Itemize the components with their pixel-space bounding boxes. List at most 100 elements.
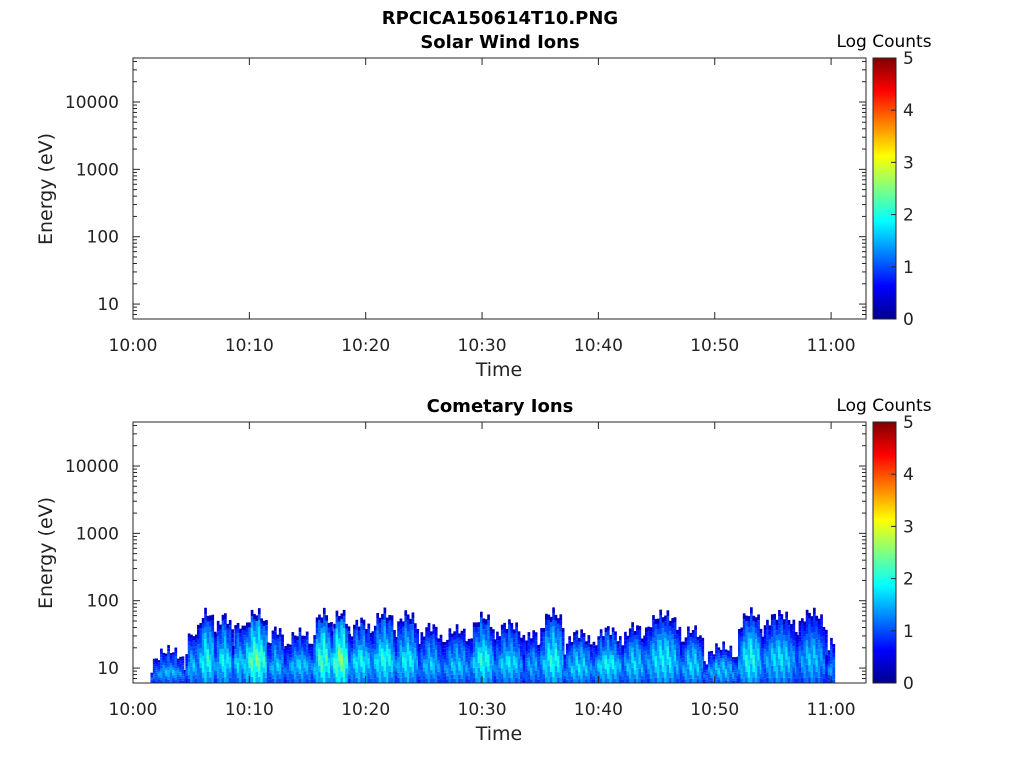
heatmap-cell xyxy=(320,672,324,678)
heatmap-cell xyxy=(305,678,309,683)
heatmap-cell xyxy=(559,660,563,666)
heatmap-cell xyxy=(554,654,558,661)
heatmap-cell xyxy=(534,653,538,658)
heatmap-cell xyxy=(239,642,242,647)
heatmap-cell xyxy=(609,646,613,651)
heatmap-cell xyxy=(568,679,571,683)
heatmap-cell xyxy=(676,669,679,675)
heatmap-cell xyxy=(644,641,648,646)
heatmap-cell xyxy=(453,639,457,645)
heatmap-cell xyxy=(385,628,389,634)
heatmap-cell xyxy=(221,671,225,678)
colorbar-label: Log Counts xyxy=(836,32,931,52)
heatmap-cell xyxy=(201,628,205,635)
heatmap-cell xyxy=(621,648,625,652)
heatmap-cell xyxy=(248,632,252,638)
heatmap-cell xyxy=(373,678,377,683)
heatmap-cell xyxy=(418,676,421,680)
heatmap-cell xyxy=(691,674,695,679)
heatmap-cell xyxy=(703,666,706,669)
heatmap-cell xyxy=(443,662,447,666)
heatmap-cell xyxy=(782,667,786,673)
heatmap-cell xyxy=(512,665,516,670)
heatmap-cell xyxy=(719,674,723,678)
heatmap-cell xyxy=(628,642,632,647)
heatmap-cell xyxy=(498,671,502,676)
heatmap-cell xyxy=(580,638,583,643)
heatmap-cell xyxy=(717,650,721,654)
heatmap-cell xyxy=(638,663,642,669)
heatmap-cell xyxy=(554,614,558,621)
heatmap-cell xyxy=(682,658,685,663)
heatmap-cell xyxy=(340,642,344,649)
heatmap-cell xyxy=(367,653,371,659)
heatmap-cell xyxy=(385,623,389,629)
heatmap-cell xyxy=(621,660,625,665)
heatmap-cell xyxy=(552,651,555,658)
heatmap-cell xyxy=(406,614,410,621)
heatmap-cell xyxy=(241,625,245,631)
heatmap-cell xyxy=(430,635,433,640)
heatmap-cell xyxy=(470,653,474,657)
heatmap-cell xyxy=(705,673,709,676)
heatmap-cell xyxy=(293,663,297,668)
heatmap-cell xyxy=(705,669,709,671)
heatmap-cell xyxy=(437,645,440,650)
heatmap-cell xyxy=(360,661,363,667)
heatmap-cell xyxy=(782,640,786,646)
heatmap-cell xyxy=(432,643,436,649)
heatmap-cell xyxy=(808,677,811,683)
heatmap-cell xyxy=(775,667,779,673)
heatmap-cell xyxy=(216,626,220,632)
heatmap-cell xyxy=(453,661,457,666)
heatmap-cell xyxy=(503,652,506,658)
heatmap-cell xyxy=(420,640,424,645)
heatmap-cell xyxy=(631,647,634,653)
heatmap-cell xyxy=(315,639,319,645)
heatmap-cell xyxy=(604,655,608,660)
heatmap-cell xyxy=(250,664,254,671)
heatmap-cell xyxy=(770,660,774,666)
heatmap-cell xyxy=(557,661,560,667)
heatmap-cell xyxy=(467,653,471,658)
heatmap-cell xyxy=(383,676,387,683)
heatmap-cell xyxy=(381,613,384,620)
heatmap-cell xyxy=(342,622,346,629)
heatmap-cell xyxy=(284,658,287,662)
heatmap-cell xyxy=(378,650,382,656)
heatmap-cell xyxy=(289,673,292,677)
heatmap-cell xyxy=(482,634,486,640)
heatmap-cell xyxy=(825,655,828,658)
heatmap-cell xyxy=(345,673,348,679)
heatmap-cell xyxy=(348,633,351,638)
heatmap-cell xyxy=(308,643,311,647)
heatmap-cell xyxy=(787,656,791,662)
heatmap-cell xyxy=(289,647,292,651)
heatmap-cell xyxy=(425,678,428,683)
heatmap-cell xyxy=(194,658,198,663)
heatmap-cell xyxy=(522,675,526,679)
colorbar xyxy=(872,421,897,684)
heatmap-cell xyxy=(216,641,220,647)
heatmap-cell xyxy=(226,638,230,644)
heatmap-cell xyxy=(594,664,598,668)
heatmap-cell xyxy=(525,679,528,683)
heatmap-cell xyxy=(245,627,249,633)
heatmap-cell xyxy=(589,673,593,677)
heatmap-cell xyxy=(540,637,543,642)
heatmap-cell xyxy=(754,650,758,656)
heatmap-cell xyxy=(820,648,823,655)
heatmap-cell xyxy=(399,645,403,651)
heatmap-cell xyxy=(754,661,758,667)
heatmap-cell xyxy=(484,672,488,678)
heatmap-cell xyxy=(654,677,658,683)
heatmap-cell xyxy=(383,670,387,677)
heatmap-cell xyxy=(628,669,632,674)
heatmap-cell xyxy=(624,678,627,683)
heatmap-cell xyxy=(773,671,776,678)
heatmap-cell xyxy=(557,618,560,624)
heatmap-cell xyxy=(532,669,536,675)
heatmap-cell xyxy=(441,665,445,670)
heatmap-cell xyxy=(413,648,417,654)
heatmap-cell xyxy=(542,673,546,679)
